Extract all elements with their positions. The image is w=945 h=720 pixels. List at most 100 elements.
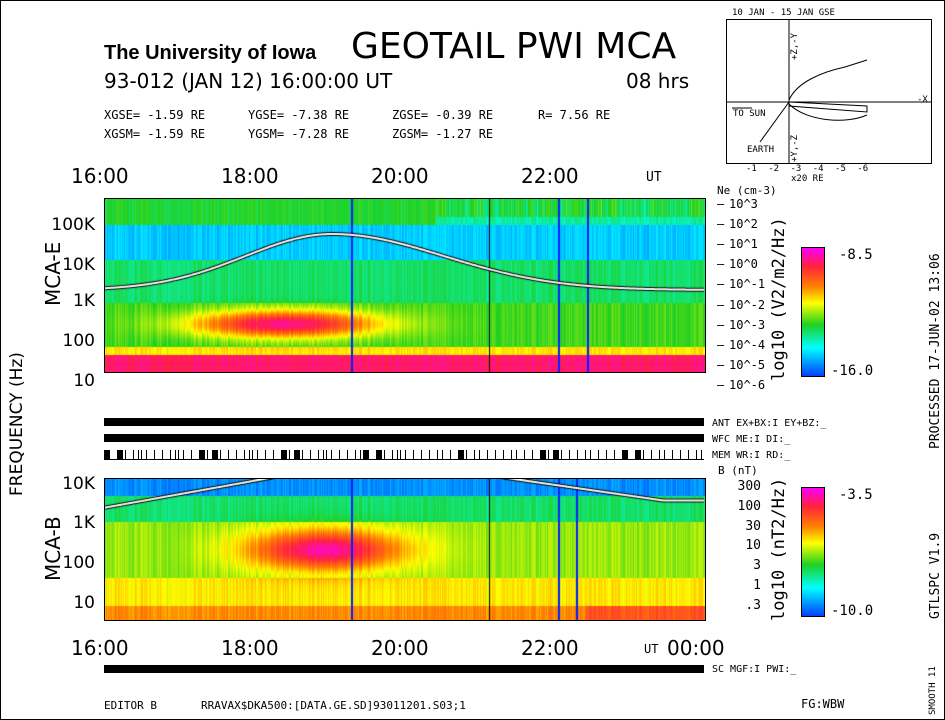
mem-tick bbox=[191, 450, 192, 459]
mem-tick bbox=[289, 450, 290, 459]
ne-tick: 10^0 bbox=[729, 257, 758, 272]
mem-tick bbox=[310, 450, 311, 459]
mem-tick bbox=[228, 450, 229, 459]
mem-tick bbox=[355, 450, 356, 459]
top-time-tick: 18:00 bbox=[221, 164, 279, 188]
mem-tick bbox=[220, 450, 221, 459]
mem-tick bbox=[244, 450, 245, 459]
b-tick: 1 bbox=[753, 578, 761, 593]
mem-tick bbox=[405, 450, 406, 459]
ne-tick-mark: – bbox=[717, 197, 725, 211]
mem-tick bbox=[532, 450, 533, 459]
ne-tick: 10^-6 bbox=[729, 377, 766, 392]
bottom-time-tick: 18:00 bbox=[221, 636, 279, 660]
mem-tick bbox=[524, 450, 525, 459]
bottom-time-tick: 16:00 bbox=[71, 636, 129, 660]
fg-label: FG:WBW bbox=[801, 697, 845, 711]
mem-tick bbox=[323, 450, 324, 459]
ne-tick-mark: – bbox=[717, 357, 725, 372]
ygse: YGSE= -7.38 RE bbox=[248, 108, 350, 122]
orbit-title: 10 JAN - 15 JAN GSE bbox=[732, 8, 835, 18]
mem-tick bbox=[236, 450, 237, 459]
xgse: XGSE= -1.59 RE bbox=[104, 108, 206, 122]
mem-tick bbox=[487, 450, 488, 459]
mem-tick bbox=[429, 450, 430, 459]
e-colorbar-label: log10 (V2/m2/Hz) bbox=[769, 217, 789, 381]
ne-tick: 10^1 bbox=[729, 237, 758, 252]
mem-tick bbox=[503, 450, 504, 459]
mem-tick bbox=[598, 450, 599, 459]
editor: EDITOR B bbox=[104, 699, 157, 712]
bottom-time-tick: 20:00 bbox=[371, 636, 429, 660]
b-colorbar-label: log10 (nT2/Hz) bbox=[769, 477, 789, 621]
ant-bar bbox=[104, 418, 704, 426]
b-axis-label: B (nT) bbox=[718, 464, 758, 477]
wfc-bar bbox=[104, 434, 704, 442]
orbit-inset: +Z,-Y +Y,-Z TO SUN EARTH -X bbox=[726, 19, 932, 164]
bottom-time-tick: 00:00 bbox=[667, 636, 725, 660]
mem-tick bbox=[273, 450, 274, 459]
ne-tick-mark: – bbox=[717, 297, 725, 312]
mem-tick bbox=[643, 450, 644, 459]
date-line: 93-012 (JAN 12) 16:00:00 UT bbox=[104, 69, 393, 93]
mem-tick bbox=[170, 450, 171, 459]
mca-b-colorbar bbox=[801, 487, 825, 617]
ne-tick: 10^-2 bbox=[729, 297, 766, 312]
orbit-trajectory bbox=[727, 20, 931, 163]
ne-tick: 10^-3 bbox=[729, 317, 766, 332]
mca-e-freq-tick: 1K bbox=[73, 291, 95, 311]
b-tick: 30 bbox=[745, 518, 761, 534]
mca-b-label: MCA-B bbox=[41, 516, 65, 581]
mem-tick bbox=[360, 450, 361, 459]
axis-bottom-label: +Y,-Z bbox=[790, 134, 800, 162]
plot-title: GEOTAIL PWI MCA bbox=[351, 26, 677, 67]
version: GTLSPC V1.9 bbox=[928, 532, 943, 619]
mca-e-freq-tick: 100 bbox=[62, 331, 95, 351]
ant-status: ANT EX+BX:I EY+BZ:_ bbox=[712, 418, 827, 429]
mem-tick bbox=[553, 450, 559, 459]
mem-tick bbox=[133, 450, 134, 459]
mem-tick bbox=[701, 450, 702, 459]
minus-x-label: -X bbox=[917, 95, 928, 105]
mem-tick bbox=[680, 450, 681, 459]
mca-e-label: MCA-E bbox=[41, 241, 65, 306]
mem-tick bbox=[384, 450, 385, 459]
b-colorbar-max: -3.5 bbox=[839, 487, 873, 503]
b-tick: 100 bbox=[737, 498, 761, 514]
mca-b-freq-tick: 100 bbox=[62, 553, 95, 573]
mem-tick bbox=[162, 450, 163, 459]
mem-tick bbox=[651, 450, 652, 459]
mca-b-freq-tick: 10K bbox=[62, 474, 95, 494]
mem-tick bbox=[495, 450, 496, 459]
mem-tick bbox=[154, 450, 155, 459]
ut-label-bottom: UT bbox=[644, 642, 659, 656]
mem-tick bbox=[302, 450, 303, 459]
processed-date: PROCESSED 17-JUN-02 13:06 bbox=[928, 253, 943, 449]
ut-label-top: UT bbox=[646, 170, 662, 185]
ne-tick-mark: – bbox=[717, 257, 725, 272]
ne-tick-mark: – bbox=[717, 277, 725, 292]
ne-axis-label: Ne (cm-3) bbox=[717, 184, 777, 197]
mem-tick bbox=[125, 450, 126, 459]
mem-tick bbox=[622, 450, 628, 459]
mem-tick bbox=[590, 450, 591, 459]
mem-tick bbox=[577, 450, 578, 459]
mem-tick bbox=[659, 450, 660, 459]
mem-tick bbox=[672, 450, 673, 459]
ne-tick: 10^-1 bbox=[729, 277, 766, 292]
mem-tick bbox=[141, 450, 142, 459]
b-tick: 300 bbox=[737, 479, 761, 494]
mem-tick bbox=[614, 450, 615, 459]
ne-tick-mark: – bbox=[717, 217, 725, 232]
mem-tick bbox=[326, 450, 327, 459]
to-sun-label: TO SUN bbox=[733, 109, 766, 119]
mem-tick bbox=[627, 450, 628, 459]
ne-tick-mark: – bbox=[717, 237, 725, 252]
e-colorbar-min: -16.0 bbox=[831, 363, 874, 379]
mem-tick bbox=[252, 450, 253, 459]
duration: 08 hrs bbox=[626, 69, 690, 93]
top-time-tick: 16:00 bbox=[71, 164, 129, 188]
r-value: R= 7.56 RE bbox=[538, 108, 611, 122]
mem-tick bbox=[376, 450, 382, 459]
